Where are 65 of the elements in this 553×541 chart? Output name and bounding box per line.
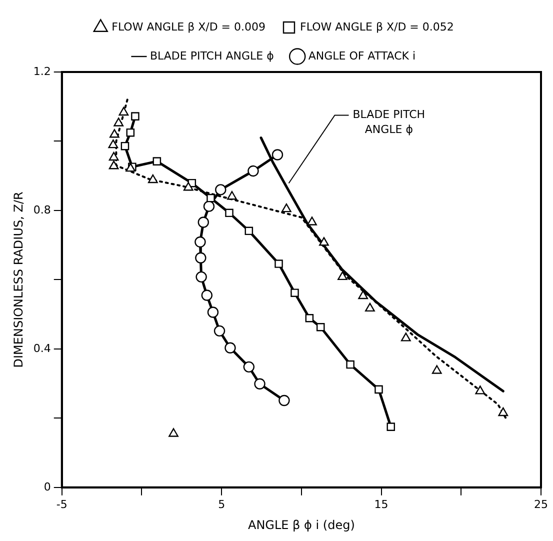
legend-label: ANGLE OF ATTACK i	[308, 49, 416, 62]
point	[148, 174, 158, 184]
point	[114, 118, 124, 126]
point	[432, 365, 442, 374]
point	[118, 106, 129, 116]
point	[198, 216, 209, 228]
point	[274, 260, 283, 268]
annotation: BLADE PITCH ANGLE ϕ	[352, 108, 426, 136]
point	[224, 342, 236, 354]
point	[214, 325, 226, 337]
y-axis-title: DIMENSIONLESS RADIUS, Z/R	[11, 192, 26, 368]
point	[206, 194, 215, 202]
point	[108, 160, 119, 170]
point	[498, 407, 508, 416]
point	[374, 385, 383, 394]
point	[248, 165, 259, 177]
x-tick-label: 5	[218, 498, 226, 511]
x-axis-title: ANGLE β ϕ i (deg)	[248, 518, 355, 532]
point	[227, 191, 237, 200]
point	[254, 378, 266, 390]
point	[346, 360, 354, 369]
point	[319, 237, 329, 246]
x-tick-label: 25	[534, 498, 548, 511]
point	[282, 203, 292, 212]
point	[386, 422, 396, 431]
y-tick-label: 0	[44, 480, 51, 494]
y-tick-label: 0.4	[33, 342, 51, 355]
point	[195, 252, 206, 264]
point	[207, 306, 219, 318]
legend-label: FLOW ANGLE β X/D = 0.052	[300, 20, 454, 34]
point	[338, 271, 348, 280]
point	[196, 271, 207, 283]
point	[290, 288, 299, 297]
point	[168, 428, 178, 437]
y-tick-label: 1.2	[33, 64, 51, 78]
y-tick-label: 0.8	[33, 203, 51, 216]
legend-label: FLOW ANGLE β X/D = 0.009	[112, 20, 266, 34]
point	[126, 162, 136, 172]
point	[244, 226, 254, 236]
point	[307, 216, 317, 226]
point	[131, 112, 140, 120]
x-tick-label: 15	[374, 498, 388, 511]
point	[316, 322, 325, 332]
point	[278, 394, 290, 406]
point	[243, 361, 255, 373]
legend-label: BLADE PITCH ANGLE ϕ	[150, 49, 274, 62]
point	[358, 290, 368, 300]
point	[120, 142, 130, 150]
point	[365, 302, 375, 312]
point	[475, 386, 486, 394]
point	[215, 184, 226, 196]
point	[108, 139, 118, 148]
point	[183, 182, 194, 191]
point	[108, 152, 119, 161]
point	[126, 128, 135, 137]
point	[194, 236, 206, 248]
point	[203, 200, 215, 212]
point	[201, 290, 213, 301]
point	[400, 332, 411, 342]
x-tick-label: -5	[56, 498, 68, 511]
point	[305, 314, 314, 322]
point	[225, 208, 234, 218]
point	[272, 149, 284, 160]
point	[152, 157, 162, 166]
point	[110, 129, 120, 138]
